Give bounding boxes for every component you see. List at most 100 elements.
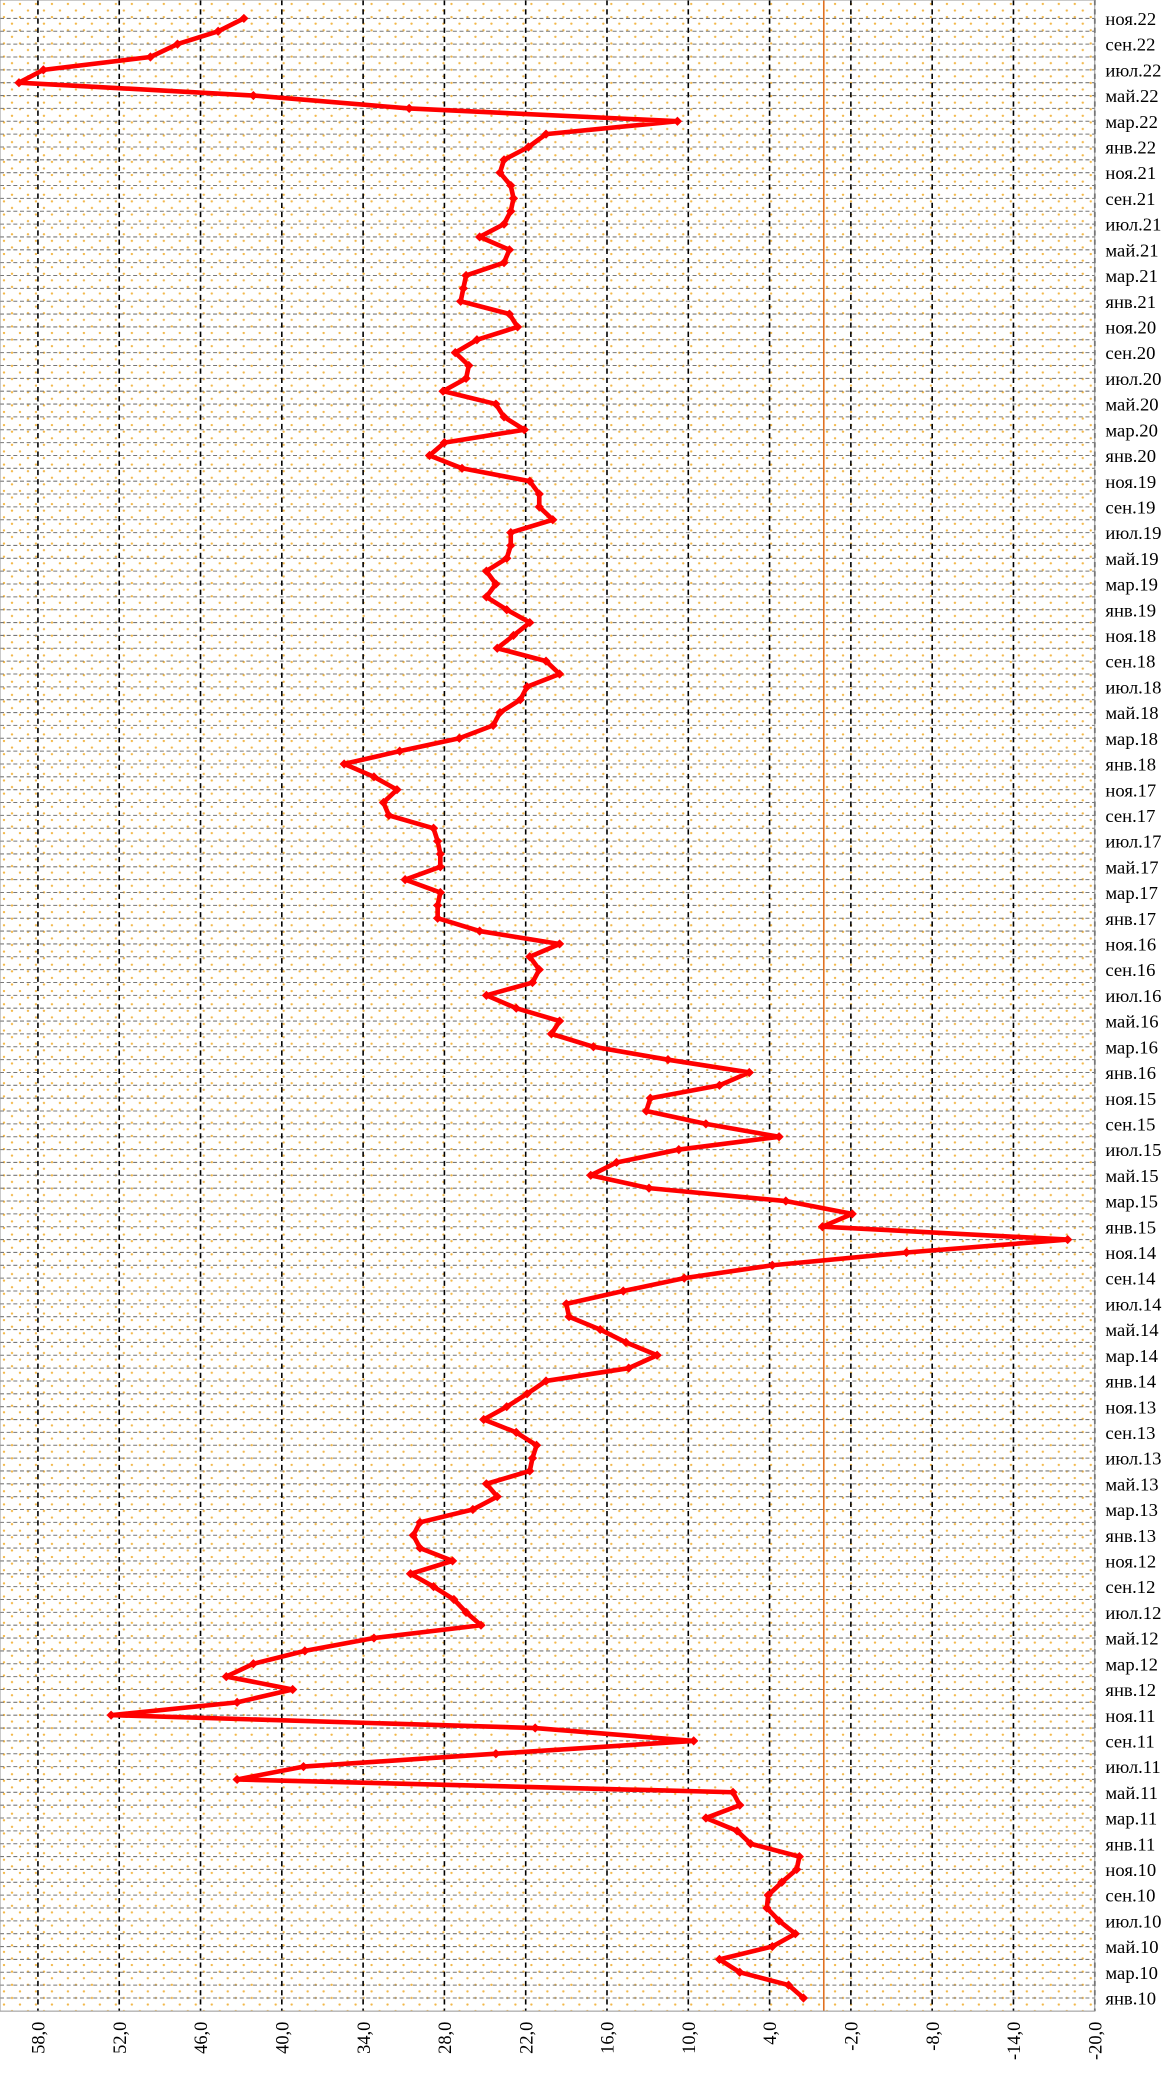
data-point	[728, 1787, 738, 1797]
data-point	[701, 1119, 711, 1129]
data-point	[522, 1389, 532, 1399]
data-point	[792, 1864, 802, 1875]
category-label: ноя.18	[1105, 626, 1156, 647]
category-label: сен.19	[1105, 498, 1155, 519]
data-point	[404, 103, 414, 114]
category-label: мар.20	[1105, 420, 1158, 441]
data-point	[645, 1093, 656, 1103]
x-tick-label: 40,0	[272, 2022, 293, 2054]
data-point	[248, 1659, 259, 1669]
data-point	[145, 52, 156, 62]
data-point	[534, 502, 544, 512]
category-label: май.13	[1105, 1474, 1158, 1495]
category-label: мар.18	[1105, 729, 1158, 750]
data-point	[817, 1222, 828, 1232]
data-point	[472, 335, 482, 345]
data-point	[481, 566, 492, 576]
data-point	[541, 656, 551, 666]
category-label: сен.10	[1105, 1886, 1155, 1907]
data-point	[481, 592, 492, 602]
data-point	[790, 1929, 800, 1939]
data-point	[395, 746, 405, 756]
data-point	[554, 669, 565, 679]
data-point	[714, 1080, 725, 1090]
data-point	[546, 1029, 557, 1039]
data-point	[495, 707, 505, 718]
data-point	[474, 232, 485, 242]
x-tick-label: 4,0	[760, 2022, 781, 2045]
x-tick-label: 34,0	[354, 2022, 375, 2054]
category-label: сен.21	[1105, 189, 1155, 210]
data-point	[541, 1376, 551, 1386]
data-point	[298, 1761, 309, 1772]
data-point	[435, 862, 446, 872]
data-point	[798, 1993, 809, 2003]
data-point	[481, 990, 492, 1000]
data-point	[595, 1324, 605, 1335]
category-label: мар.12	[1105, 1654, 1158, 1675]
category-label: мар.14	[1105, 1346, 1158, 1367]
category-label: май.17	[1105, 857, 1158, 878]
data-point	[432, 913, 443, 923]
data-point	[415, 1517, 425, 1527]
data-point	[701, 1813, 711, 1823]
data-point	[561, 1299, 572, 1309]
category-label: июл.18	[1105, 678, 1161, 699]
data-point	[762, 1903, 772, 1913]
data-point	[287, 1684, 298, 1695]
data-point	[502, 553, 512, 563]
category-label: янв.22	[1105, 138, 1156, 159]
data-point	[674, 1144, 684, 1155]
category-label: июл.12	[1105, 1603, 1161, 1624]
data-point	[641, 1106, 651, 1116]
data-point	[519, 425, 530, 435]
data-point	[508, 193, 519, 203]
data-point	[461, 1607, 471, 1617]
data-point	[447, 1556, 458, 1566]
data-point	[468, 1504, 478, 1515]
x-tick-label: 52,0	[110, 2022, 131, 2054]
category-label: июл.16	[1105, 986, 1161, 1007]
data-point	[454, 733, 464, 743]
data-point	[491, 579, 501, 589]
category-label: мар.13	[1105, 1500, 1158, 1521]
data-point	[732, 1826, 742, 1836]
category-label: мар.17	[1105, 883, 1158, 904]
data-point	[424, 450, 435, 461]
category-label: янв.12	[1105, 1680, 1156, 1701]
data-point	[476, 1620, 486, 1630]
category-label: сен.22	[1105, 35, 1155, 56]
category-label: сен.17	[1105, 806, 1155, 827]
category-label: янв.11	[1105, 1834, 1155, 1855]
data-point	[774, 1916, 784, 1926]
data-point	[172, 39, 183, 49]
category-label: ноя.11	[1105, 1706, 1155, 1727]
data-point	[106, 1710, 116, 1720]
data-point	[525, 476, 535, 486]
data-point	[461, 373, 471, 383]
data-point	[644, 1183, 654, 1193]
data-point	[502, 1402, 512, 1412]
category-label: янв.20	[1105, 446, 1156, 467]
data-point	[735, 1800, 745, 1810]
category-label: май.11	[1105, 1783, 1157, 1804]
data-point	[554, 1016, 565, 1026]
category-label: мар.22	[1105, 112, 1158, 133]
data-point	[378, 797, 389, 808]
category-label: июл.11	[1105, 1757, 1160, 1778]
data-point	[481, 1479, 492, 1489]
data-point	[663, 1055, 673, 1065]
x-tick-label: 22,0	[516, 2022, 537, 2054]
category-label: ноя.13	[1105, 1397, 1156, 1418]
data-point	[499, 219, 509, 229]
data-point	[901, 1247, 912, 1258]
data-point	[495, 168, 505, 178]
data-point	[525, 952, 535, 962]
data-point	[428, 823, 439, 833]
data-point	[232, 1774, 242, 1785]
data-point	[504, 309, 515, 319]
category-label: июл.14	[1105, 1295, 1161, 1316]
data-point	[339, 759, 349, 769]
category-label: ноя.22	[1105, 9, 1156, 30]
